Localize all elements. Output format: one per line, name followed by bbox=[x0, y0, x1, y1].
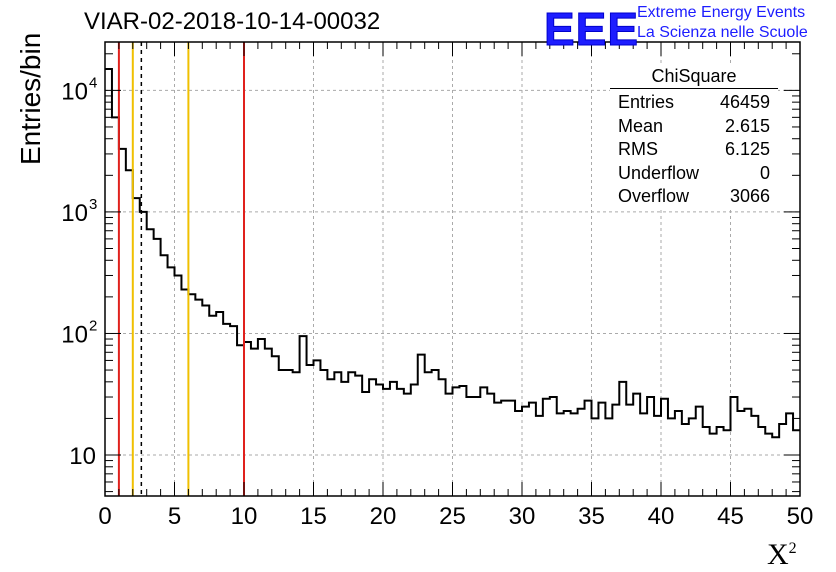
x-tick-label: 10 bbox=[231, 503, 258, 530]
stats-row-underflow: Underflow 0 bbox=[618, 162, 770, 183]
histogram-bars bbox=[105, 67, 800, 439]
x-tick-label: 50 bbox=[787, 503, 814, 530]
x-tick-label: 0 bbox=[98, 503, 111, 530]
logo-line-1: Extreme Energy Events bbox=[637, 4, 806, 21]
stats-row-entries: Entries 46459 bbox=[618, 92, 770, 112]
x-tick-label: 5 bbox=[168, 503, 181, 530]
x-tick-label: 35 bbox=[578, 503, 605, 530]
stats-row-mean: Mean 2.615 bbox=[618, 115, 770, 136]
x-tick-label: 40 bbox=[648, 503, 675, 530]
x-axis-label: X2 bbox=[767, 538, 797, 571]
y-tick-label: 10 bbox=[61, 78, 88, 105]
y-tick-exponent: 3 bbox=[89, 196, 97, 213]
eee-logo: EEE bbox=[543, 3, 640, 56]
y-tick-label: 10 bbox=[61, 200, 88, 227]
stats-row-rms: RMS 6.125 bbox=[618, 139, 770, 159]
y-tick-exponent: 2 bbox=[89, 317, 97, 334]
stats-title: ChiSquare bbox=[610, 66, 778, 89]
x-tick-label: 25 bbox=[439, 503, 466, 530]
y-tick-exponent: 4 bbox=[89, 74, 97, 91]
y-axis-label: Entries/bin bbox=[15, 32, 46, 165]
y-tick-label: 10 bbox=[61, 321, 88, 348]
chart-title: VIAR-02-2018-10-14-00032 bbox=[84, 8, 381, 35]
histogram-line bbox=[105, 67, 800, 439]
x-tick-label: 20 bbox=[370, 503, 397, 530]
marker-lines bbox=[117, 42, 245, 496]
stats-row-overflow: Overflow 3066 bbox=[618, 186, 770, 206]
x-tick-label: 15 bbox=[300, 503, 327, 530]
x-tick-label: 30 bbox=[509, 503, 536, 530]
logo-line-2: La Scienza nelle Scuole bbox=[637, 24, 808, 41]
x-tick-label: 45 bbox=[717, 503, 744, 530]
grid-lines bbox=[105, 42, 800, 496]
stats-box: ChiSquare Entries 46459 Mean 2.615 RMS 6.12… bbox=[610, 66, 778, 209]
y-tick-label: 10 bbox=[69, 443, 96, 470]
